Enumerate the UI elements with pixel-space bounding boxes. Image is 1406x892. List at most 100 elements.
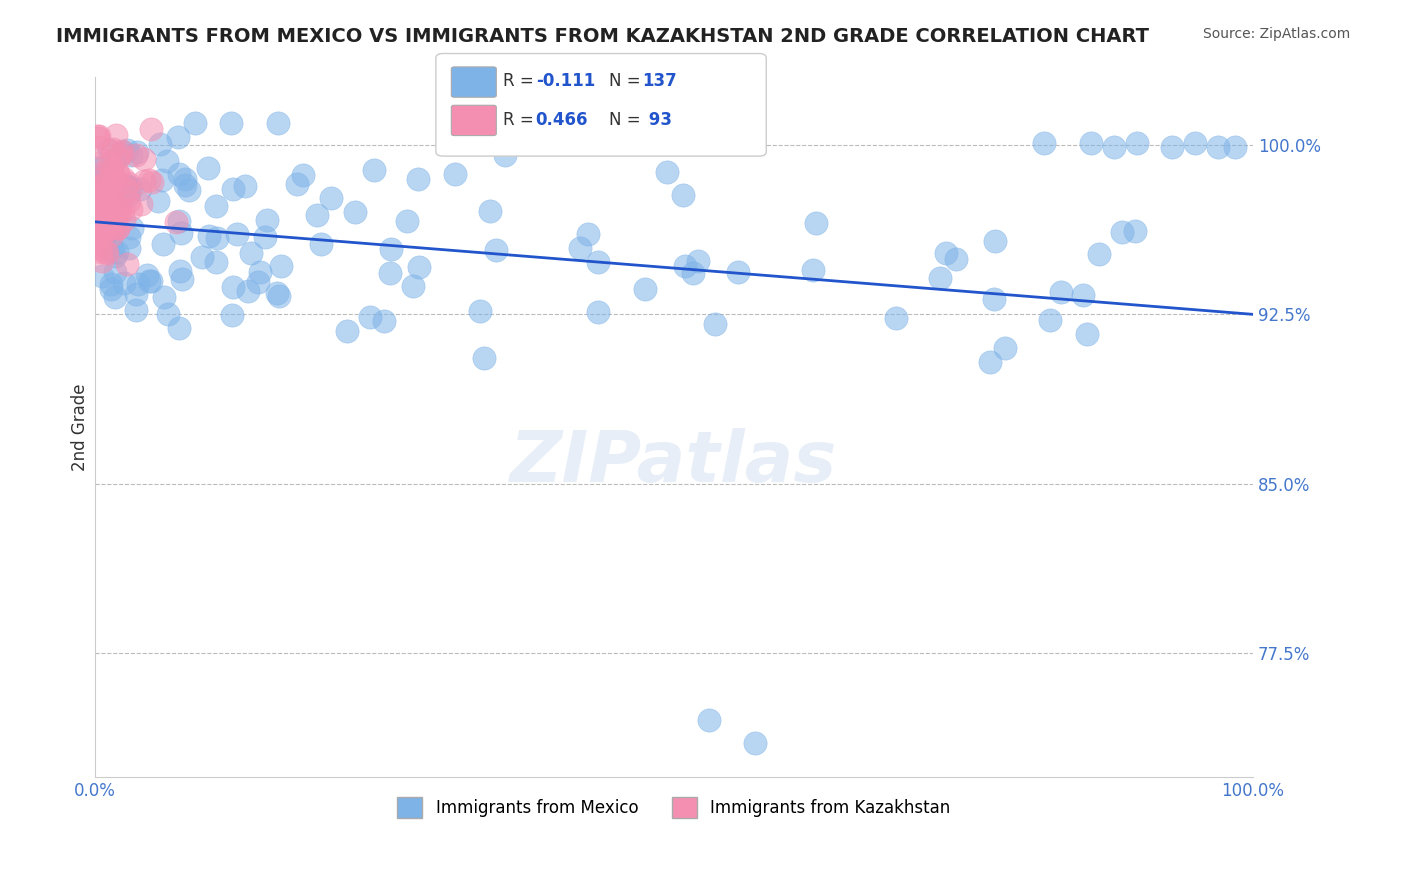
Point: [174, 178, 197, 192]
Point: [91, 227, 114, 242]
Point: [1087, 247, 1109, 261]
Point: [804, 216, 827, 230]
Point: [101, 193, 124, 207]
Y-axis label: 2nd Grade: 2nd Grade: [72, 384, 89, 471]
Point: [569, 241, 592, 255]
Point: [86, 193, 108, 207]
Text: -0.111: -0.111: [536, 72, 595, 90]
Point: [91, 203, 114, 218]
Text: IMMIGRANTS FROM MEXICO VS IMMIGRANTS FROM KAZAKHSTAN 2ND GRADE CORRELATION CHART: IMMIGRANTS FROM MEXICO VS IMMIGRANTS FRO…: [56, 27, 1149, 45]
Point: [115, 182, 138, 196]
Text: 0.466: 0.466: [536, 111, 588, 128]
Legend: Immigrants from Mexico, Immigrants from Kazakhstan: Immigrants from Mexico, Immigrants from …: [391, 791, 957, 824]
Point: [588, 305, 610, 319]
Point: [94, 175, 117, 189]
Text: R =: R =: [503, 111, 540, 128]
Point: [101, 165, 124, 179]
Point: [247, 275, 270, 289]
Point: [380, 242, 402, 256]
Point: [97, 197, 120, 211]
Point: [266, 115, 288, 129]
Point: [96, 246, 118, 260]
Point: [90, 185, 112, 199]
Point: [472, 351, 495, 366]
Point: [90, 215, 112, 229]
Point: [634, 282, 657, 296]
Point: [703, 317, 725, 331]
Point: [221, 115, 243, 129]
Point: [1111, 225, 1133, 239]
Point: [86, 222, 108, 236]
Text: N =: N =: [609, 111, 645, 128]
Point: [101, 142, 124, 156]
Point: [443, 167, 465, 181]
Point: [111, 145, 134, 160]
Point: [1071, 287, 1094, 301]
Point: [401, 278, 423, 293]
Point: [657, 165, 679, 179]
Point: [90, 220, 112, 235]
Point: [935, 246, 957, 260]
Point: [408, 172, 430, 186]
Point: [117, 194, 139, 208]
Point: [107, 221, 129, 235]
Point: [132, 152, 155, 166]
Text: Source: ZipAtlas.com: Source: ZipAtlas.com: [1202, 27, 1350, 41]
Point: [309, 237, 332, 252]
Point: [84, 209, 107, 223]
Point: [112, 203, 135, 218]
Point: [408, 260, 430, 274]
Point: [120, 181, 142, 195]
Point: [138, 274, 160, 288]
Point: [104, 128, 127, 143]
Point: [285, 177, 308, 191]
Point: [167, 167, 190, 181]
Point: [343, 205, 366, 219]
Point: [101, 242, 124, 256]
Point: [87, 140, 110, 154]
Point: [359, 310, 381, 325]
Point: [127, 277, 149, 291]
Point: [156, 154, 179, 169]
Point: [697, 714, 720, 728]
Point: [1033, 136, 1056, 150]
Point: [184, 115, 207, 129]
Point: [100, 145, 122, 159]
Point: [672, 187, 695, 202]
Point: [103, 154, 125, 169]
Point: [373, 314, 395, 328]
Point: [90, 245, 112, 260]
Point: [118, 229, 141, 244]
Point: [1080, 136, 1102, 150]
Point: [686, 254, 709, 268]
Point: [104, 171, 127, 186]
Point: [93, 153, 115, 167]
Point: [125, 145, 148, 159]
Point: [90, 228, 112, 243]
Point: [1126, 136, 1149, 150]
Point: [86, 195, 108, 210]
Point: [93, 227, 115, 241]
Point: [86, 128, 108, 143]
Point: [1039, 313, 1062, 327]
Point: [117, 176, 139, 190]
Point: [107, 220, 129, 235]
Point: [138, 173, 160, 187]
Point: [84, 207, 107, 221]
Point: [96, 241, 118, 255]
Point: [205, 255, 228, 269]
Point: [929, 271, 952, 285]
Point: [91, 269, 114, 284]
Point: [576, 227, 599, 242]
Point: [97, 143, 120, 157]
Point: [267, 288, 290, 302]
Point: [396, 214, 419, 228]
Point: [292, 168, 315, 182]
Point: [93, 205, 115, 219]
Point: [170, 226, 193, 240]
Point: [84, 231, 107, 245]
Point: [984, 235, 1007, 249]
Point: [125, 302, 148, 317]
Point: [233, 178, 256, 193]
Point: [266, 286, 288, 301]
